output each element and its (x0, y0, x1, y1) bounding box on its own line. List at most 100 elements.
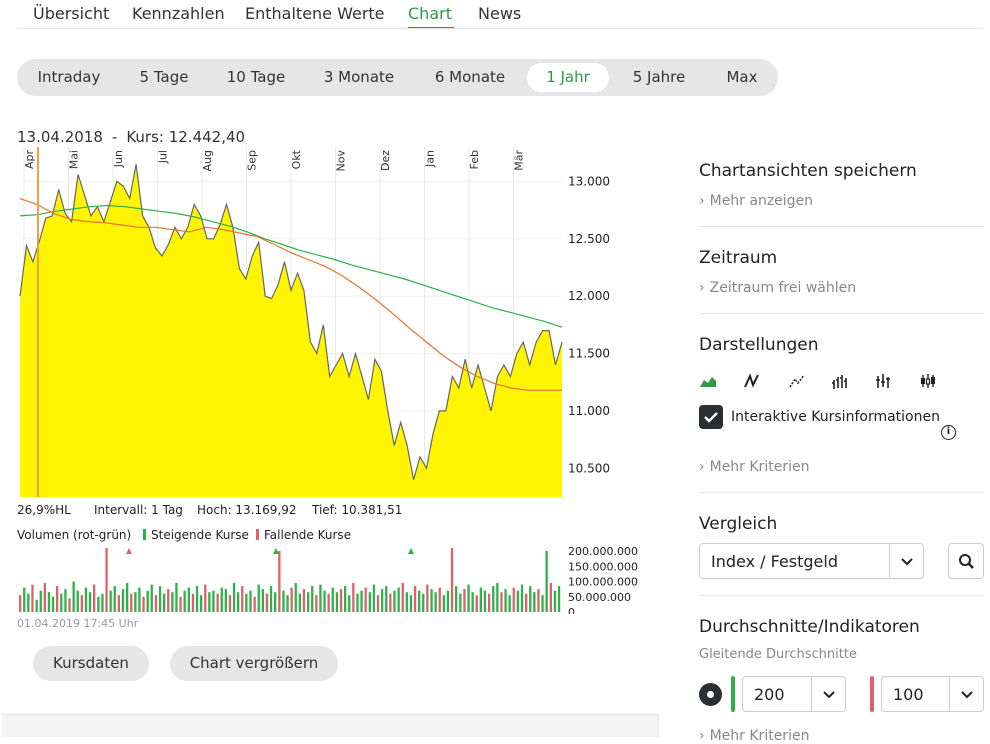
kursdaten-button[interactable]: Kursdaten (33, 646, 149, 681)
volume-tick-label: 150.000.000 (568, 560, 638, 573)
line-chart-icon[interactable] (743, 372, 761, 390)
range-5-jahre[interactable]: 5 Jahre (632, 68, 686, 86)
chart-vergroessern-button[interactable]: Chart vergrößern (170, 646, 338, 681)
volume-bar (405, 592, 408, 612)
rising-marker (143, 529, 146, 540)
durchschnitte-title: Durchschnitte/Indikatoren (699, 617, 920, 637)
volume-bar (520, 584, 524, 612)
volume-bar (450, 548, 454, 612)
moving-average-100-line (19, 198, 562, 391)
range-1-jahr[interactable]: 1 Jahr (527, 63, 609, 92)
volume-bar (356, 593, 359, 612)
chevron-down-icon (949, 677, 983, 711)
volume-bar (446, 590, 450, 612)
volume-bar (249, 590, 252, 612)
gleitende-durchschnitte-label: Gleitende Durchschnitte (699, 647, 857, 662)
volume-bar (142, 596, 145, 612)
volume-bar (438, 587, 441, 612)
search-button[interactable] (948, 543, 984, 579)
tab-news[interactable]: News (478, 4, 522, 23)
tab-chart[interactable]: Chart (408, 4, 452, 23)
stat-hl: 26,9%HL (17, 503, 71, 517)
volume-bar (488, 593, 491, 612)
vergleich-title: Vergleich (699, 514, 778, 534)
volume-bar (335, 592, 339, 612)
tab-uebersicht[interactable]: Übersicht (33, 4, 110, 23)
volume-bar (138, 587, 141, 612)
volume-bar (525, 593, 528, 612)
volume-bar (557, 586, 561, 612)
zeitraum-link[interactable]: › Zeitraum frei wählen (699, 280, 856, 296)
avg1-select[interactable]: 200 (742, 676, 846, 712)
volume-tick-label: 50.000.000 (568, 591, 631, 604)
volume-bar (471, 592, 474, 612)
volume-bar (261, 589, 264, 612)
volume-bar (516, 590, 519, 612)
avg2-select[interactable]: 100 (881, 676, 984, 712)
chart-date: 13.04.2018 (17, 128, 103, 146)
price-chart[interactable]: Apr Mai Jun Jul Aug Sep Okt Nov Dez Jan Feb Mär 13.0… (17, 147, 647, 501)
hlc-chart-icon[interactable] (875, 372, 893, 390)
volume-tick-label: 0 (568, 606, 575, 614)
volume-bar (130, 593, 133, 612)
avg-radio[interactable] (699, 683, 722, 706)
mehr-kriterien-link[interactable]: › Mehr Kriterien (699, 459, 809, 475)
tab-enthaltene-werte[interactable]: Enthaltene Werte (245, 4, 385, 23)
volume-tick-label: 100.000.000 (568, 576, 638, 589)
save-views-title: Chartansichten speichern (699, 161, 917, 181)
range-10-tage[interactable]: 10 Tage (226, 68, 286, 86)
month-label: Sep (246, 150, 259, 171)
month-label: Jul (157, 150, 170, 164)
month-label: Aug (201, 150, 214, 171)
volume-bar (298, 593, 301, 612)
volume-bar (237, 592, 240, 612)
dotted-line-chart-icon[interactable] (788, 372, 806, 390)
volume-bar (117, 595, 120, 612)
volume-bar (545, 551, 548, 612)
y-tick-label: 11.000 (568, 404, 610, 418)
ohlc-chart-icon[interactable] (831, 372, 849, 390)
range-6-monate[interactable]: 6 Monate (434, 68, 506, 86)
volume-bar (533, 592, 536, 612)
range-5-tage[interactable]: 5 Tage (139, 68, 189, 86)
tab-kennzahlen[interactable]: Kennzahlen (132, 4, 225, 23)
volume-bar (381, 589, 384, 612)
month-label: Nov (335, 150, 348, 172)
vergleich-select[interactable]: Index / Festgeld (699, 543, 924, 579)
mehr-kriterien-link-2[interactable]: › Mehr Kriterien (699, 728, 809, 744)
search-icon (959, 554, 974, 569)
month-label: Feb (468, 150, 481, 169)
volume-bar (327, 593, 330, 612)
area-chart-icon[interactable] (699, 372, 717, 390)
volume-bar (241, 586, 244, 612)
avg1-value: 200 (754, 685, 785, 704)
volume-bar (93, 584, 96, 612)
mehr-kriterien-label: Mehr Kriterien (709, 459, 810, 475)
volume-bar (360, 590, 363, 612)
volume-peak-arrow (273, 548, 279, 554)
volume-bar (97, 596, 100, 612)
volume-bar (134, 592, 137, 612)
range-3-monate[interactable]: 3 Monate (323, 68, 395, 86)
range-intraday[interactable]: Intraday (37, 68, 101, 86)
volume-bar (208, 592, 211, 612)
volume-bar (43, 583, 46, 612)
range-max[interactable]: Max (726, 68, 758, 86)
volume-bar (200, 595, 203, 612)
volume-bar (105, 548, 108, 612)
volume-bar (475, 595, 478, 612)
sidebar-divider (699, 492, 984, 493)
volume-bar (158, 586, 162, 612)
volume-bar (553, 590, 557, 612)
volume-bar (68, 598, 71, 612)
info-icon[interactable]: i (941, 425, 956, 440)
volume-chart: 200.000.000 150.000.000 100.000.000 50.000.… (19, 545, 638, 614)
month-label: Jan (424, 150, 437, 168)
volume-bar (529, 586, 532, 612)
volume-bar (504, 589, 507, 612)
candlestick-chart-icon[interactable] (919, 372, 937, 390)
volume-bar (253, 596, 256, 612)
mehr-anzeigen-link[interactable]: › Mehr anzeigen (699, 193, 813, 209)
interactive-checkbox[interactable] (699, 405, 723, 429)
volume-bar (315, 595, 318, 612)
